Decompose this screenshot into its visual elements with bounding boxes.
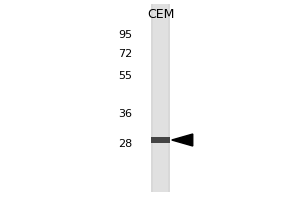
Text: 55: 55 — [118, 71, 132, 81]
Bar — [151, 4, 170, 192]
Text: 36: 36 — [118, 109, 132, 119]
Polygon shape — [172, 134, 193, 146]
Text: 95: 95 — [118, 30, 132, 40]
Bar — [153, 4, 168, 192]
Text: CEM: CEM — [147, 8, 174, 21]
Text: 28: 28 — [118, 139, 132, 149]
Text: 72: 72 — [118, 49, 132, 59]
Bar — [151, 137, 170, 143]
